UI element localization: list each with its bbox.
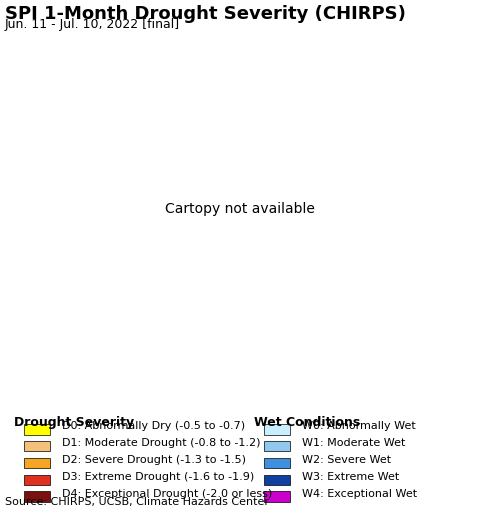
FancyBboxPatch shape <box>24 425 50 435</box>
Text: W2: Severe Wet: W2: Severe Wet <box>302 454 392 464</box>
Text: Drought Severity: Drought Severity <box>14 415 134 428</box>
FancyBboxPatch shape <box>264 441 290 451</box>
FancyBboxPatch shape <box>24 441 50 451</box>
Text: W0: Abnormally Wet: W0: Abnormally Wet <box>302 420 416 431</box>
Text: D4: Exceptional Drought (-2.0 or less): D4: Exceptional Drought (-2.0 or less) <box>62 488 273 498</box>
Text: D2: Severe Drought (-1.3 to -1.5): D2: Severe Drought (-1.3 to -1.5) <box>62 454 246 464</box>
Text: W4: Exceptional Wet: W4: Exceptional Wet <box>302 488 418 498</box>
Text: Source: CHIRPS, UCSB, Climate Hazards Center: Source: CHIRPS, UCSB, Climate Hazards Ce… <box>5 496 269 506</box>
Text: Wet Conditions: Wet Conditions <box>254 415 360 428</box>
FancyBboxPatch shape <box>264 425 290 435</box>
Text: W1: Moderate Wet: W1: Moderate Wet <box>302 437 406 447</box>
FancyBboxPatch shape <box>264 492 290 502</box>
Text: W3: Extreme Wet: W3: Extreme Wet <box>302 471 400 481</box>
FancyBboxPatch shape <box>264 458 290 468</box>
Text: SPI 1-Month Drought Severity (CHIRPS): SPI 1-Month Drought Severity (CHIRPS) <box>5 5 406 23</box>
Text: D0: Abnormally Dry (-0.5 to -0.7): D0: Abnormally Dry (-0.5 to -0.7) <box>62 420 246 431</box>
Text: Jun. 11 - Jul. 10, 2022 [final]: Jun. 11 - Jul. 10, 2022 [final] <box>5 18 180 31</box>
FancyBboxPatch shape <box>264 475 290 485</box>
FancyBboxPatch shape <box>24 475 50 485</box>
FancyBboxPatch shape <box>24 492 50 502</box>
Text: D3: Extreme Drought (-1.6 to -1.9): D3: Extreme Drought (-1.6 to -1.9) <box>62 471 255 481</box>
Text: D1: Moderate Drought (-0.8 to -1.2): D1: Moderate Drought (-0.8 to -1.2) <box>62 437 261 447</box>
FancyBboxPatch shape <box>24 458 50 468</box>
Text: Cartopy not available: Cartopy not available <box>165 202 315 216</box>
